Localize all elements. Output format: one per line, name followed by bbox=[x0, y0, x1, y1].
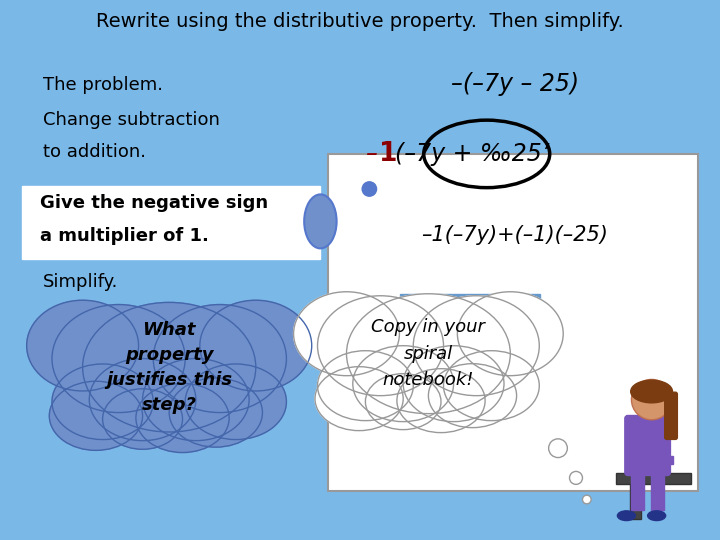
Ellipse shape bbox=[89, 359, 196, 441]
Ellipse shape bbox=[185, 364, 287, 440]
FancyBboxPatch shape bbox=[665, 392, 678, 440]
Ellipse shape bbox=[318, 350, 413, 421]
Circle shape bbox=[582, 495, 591, 504]
Ellipse shape bbox=[153, 305, 287, 413]
Ellipse shape bbox=[83, 302, 256, 432]
Text: a multiplier of 1.: a multiplier of 1. bbox=[40, 227, 209, 245]
Ellipse shape bbox=[143, 359, 249, 441]
Text: 7y + 25: 7y + 25 bbox=[426, 307, 514, 327]
FancyBboxPatch shape bbox=[625, 415, 670, 476]
Ellipse shape bbox=[103, 389, 183, 449]
Text: Give the negative sign: Give the negative sign bbox=[40, 194, 268, 212]
Ellipse shape bbox=[618, 511, 635, 521]
Text: (–7y + ‰25’: (–7y + ‰25’ bbox=[395, 142, 549, 166]
Bar bbox=[22, 186, 320, 259]
Ellipse shape bbox=[169, 378, 263, 447]
Circle shape bbox=[570, 471, 582, 484]
Ellipse shape bbox=[294, 292, 400, 376]
Bar bbox=[651, 472, 664, 510]
Ellipse shape bbox=[52, 364, 153, 440]
Text: The problem.: The problem. bbox=[43, 76, 163, 93]
Text: Simplify.: Simplify. bbox=[43, 273, 119, 291]
Bar bbox=[630, 484, 641, 519]
Text: Change subtraction: Change subtraction bbox=[43, 111, 220, 129]
Ellipse shape bbox=[365, 374, 441, 430]
Ellipse shape bbox=[52, 305, 185, 413]
Bar bbox=[616, 472, 691, 484]
Bar bbox=[631, 472, 644, 510]
Circle shape bbox=[631, 380, 672, 420]
Text: Copy in your
spiral
notebook!: Copy in your spiral notebook! bbox=[372, 318, 485, 389]
Text: 1: 1 bbox=[379, 141, 398, 167]
Ellipse shape bbox=[27, 300, 138, 391]
Text: Rewrite using the distributive property.  Then simplify.: Rewrite using the distributive property.… bbox=[96, 12, 624, 31]
Ellipse shape bbox=[200, 300, 312, 391]
Ellipse shape bbox=[304, 194, 336, 248]
Text: What
property
justifies this
step?: What property justifies this step? bbox=[106, 321, 233, 414]
Ellipse shape bbox=[444, 350, 539, 421]
Ellipse shape bbox=[346, 294, 510, 414]
Ellipse shape bbox=[397, 369, 485, 433]
Circle shape bbox=[362, 182, 377, 196]
Bar bbox=[400, 294, 540, 340]
Ellipse shape bbox=[413, 296, 539, 396]
Ellipse shape bbox=[631, 380, 672, 403]
Ellipse shape bbox=[49, 381, 143, 450]
Ellipse shape bbox=[457, 292, 563, 376]
Ellipse shape bbox=[136, 383, 229, 453]
Bar bbox=[328, 154, 698, 491]
Text: to addition.: to addition. bbox=[43, 143, 146, 161]
Text: –(–7y – 25): –(–7y – 25) bbox=[451, 72, 579, 96]
Circle shape bbox=[549, 439, 567, 457]
Ellipse shape bbox=[318, 296, 444, 396]
Ellipse shape bbox=[647, 511, 665, 521]
Ellipse shape bbox=[428, 364, 517, 428]
Bar bbox=[630, 456, 673, 464]
Ellipse shape bbox=[353, 346, 454, 422]
Text: –1(–7y)+(–1)(–25): –1(–7y)+(–1)(–25) bbox=[421, 225, 608, 245]
Ellipse shape bbox=[315, 367, 403, 430]
Ellipse shape bbox=[403, 346, 504, 422]
Text: –: – bbox=[366, 142, 377, 166]
